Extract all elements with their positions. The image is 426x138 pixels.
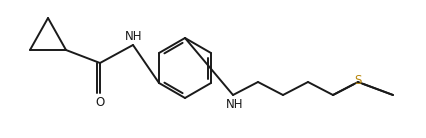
Text: NH: NH: [125, 30, 142, 43]
Text: NH: NH: [226, 98, 243, 111]
Text: S: S: [354, 75, 361, 87]
Text: O: O: [95, 96, 104, 109]
